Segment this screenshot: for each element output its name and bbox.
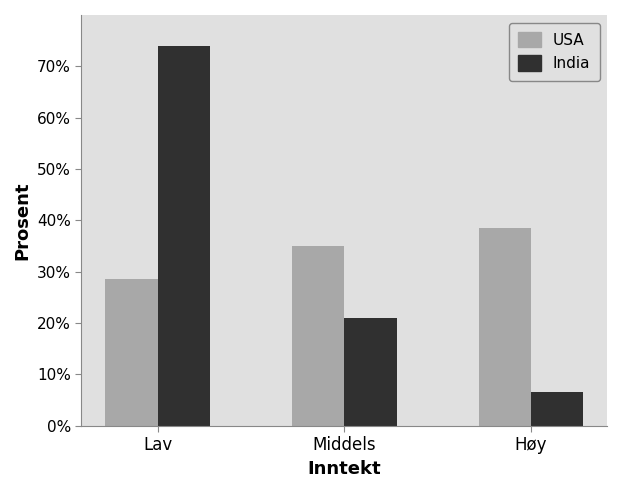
Y-axis label: Prosent: Prosent bbox=[13, 181, 31, 260]
Bar bbox=[292, 246, 344, 426]
Bar bbox=[344, 318, 397, 426]
Bar bbox=[105, 280, 158, 426]
Legend: USA, India: USA, India bbox=[508, 23, 600, 81]
Bar bbox=[531, 392, 583, 426]
X-axis label: Inntekt: Inntekt bbox=[307, 460, 381, 478]
Bar bbox=[158, 46, 210, 426]
Bar bbox=[479, 228, 531, 426]
